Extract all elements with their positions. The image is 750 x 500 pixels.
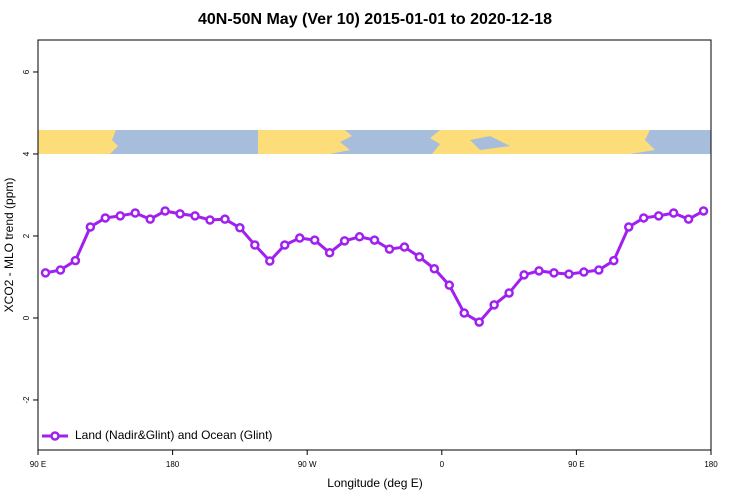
point: [85, 222, 96, 232]
point: [250, 240, 260, 250]
point: [668, 208, 679, 218]
point: [324, 248, 335, 258]
legend-label: Land (Nadir&Glint) and Ocean (Glint): [75, 428, 272, 442]
ocean: [470, 136, 510, 150]
plot-frame: [37, 39, 712, 451]
point: [160, 206, 170, 216]
point: [623, 222, 634, 232]
point: [205, 215, 215, 225]
point: [519, 270, 529, 280]
point: [115, 211, 126, 221]
point: [609, 255, 619, 266]
y-tick-label: 4: [22, 151, 31, 156]
point: [309, 235, 320, 245]
point: [294, 233, 305, 243]
point: [698, 206, 709, 216]
point: [564, 269, 574, 279]
point: [130, 208, 140, 218]
x-tick-label: 90 E: [568, 460, 584, 469]
point: [220, 214, 230, 224]
point: [683, 214, 694, 224]
point: [265, 256, 275, 266]
point: [70, 255, 81, 266]
point: [594, 265, 604, 275]
point: [444, 280, 455, 290]
point: [190, 211, 200, 221]
y-tick-label: -2: [22, 396, 31, 404]
point: [579, 267, 589, 277]
point: [653, 211, 664, 221]
point: [638, 213, 649, 223]
x-tick-label: 90 E: [30, 460, 46, 469]
point: [354, 232, 365, 242]
point: [145, 214, 155, 224]
legend-marker: [50, 431, 60, 441]
point: [235, 223, 245, 233]
chart-title: 40N-50N May (Ver 10) 2015-01-01 to 2020-…: [198, 11, 552, 28]
map-strip: [38, 130, 711, 154]
land: [38, 130, 118, 154]
y-tick-label: 6: [22, 69, 31, 74]
point: [459, 308, 469, 318]
x-tick-label: 0: [440, 460, 445, 469]
point: [280, 240, 290, 250]
point: [534, 266, 544, 276]
point: [549, 268, 559, 278]
y-tick-label: 2: [22, 233, 31, 238]
point: [399, 242, 410, 252]
point: [474, 317, 484, 327]
point: [369, 235, 380, 245]
point: [504, 288, 514, 298]
point: [55, 265, 66, 275]
y-axis-label: XCO2 - MLO trend (ppm): [2, 178, 16, 313]
y-tick-label: 0: [22, 315, 31, 320]
series-line: [45, 209, 705, 325]
point: [100, 213, 111, 223]
point: [339, 236, 350, 246]
x-tick-label: 90 W: [298, 460, 317, 469]
land: [258, 130, 352, 154]
point: [489, 300, 499, 310]
point: [414, 252, 425, 262]
point: [429, 264, 440, 274]
x-axis-label: Longitude (deg E): [327, 476, 422, 490]
land: [430, 130, 655, 154]
point: [384, 244, 395, 254]
point: [40, 268, 51, 278]
point: [175, 209, 185, 219]
x-tick-label: 180: [704, 460, 718, 469]
x-tick-label: 180: [166, 460, 180, 469]
